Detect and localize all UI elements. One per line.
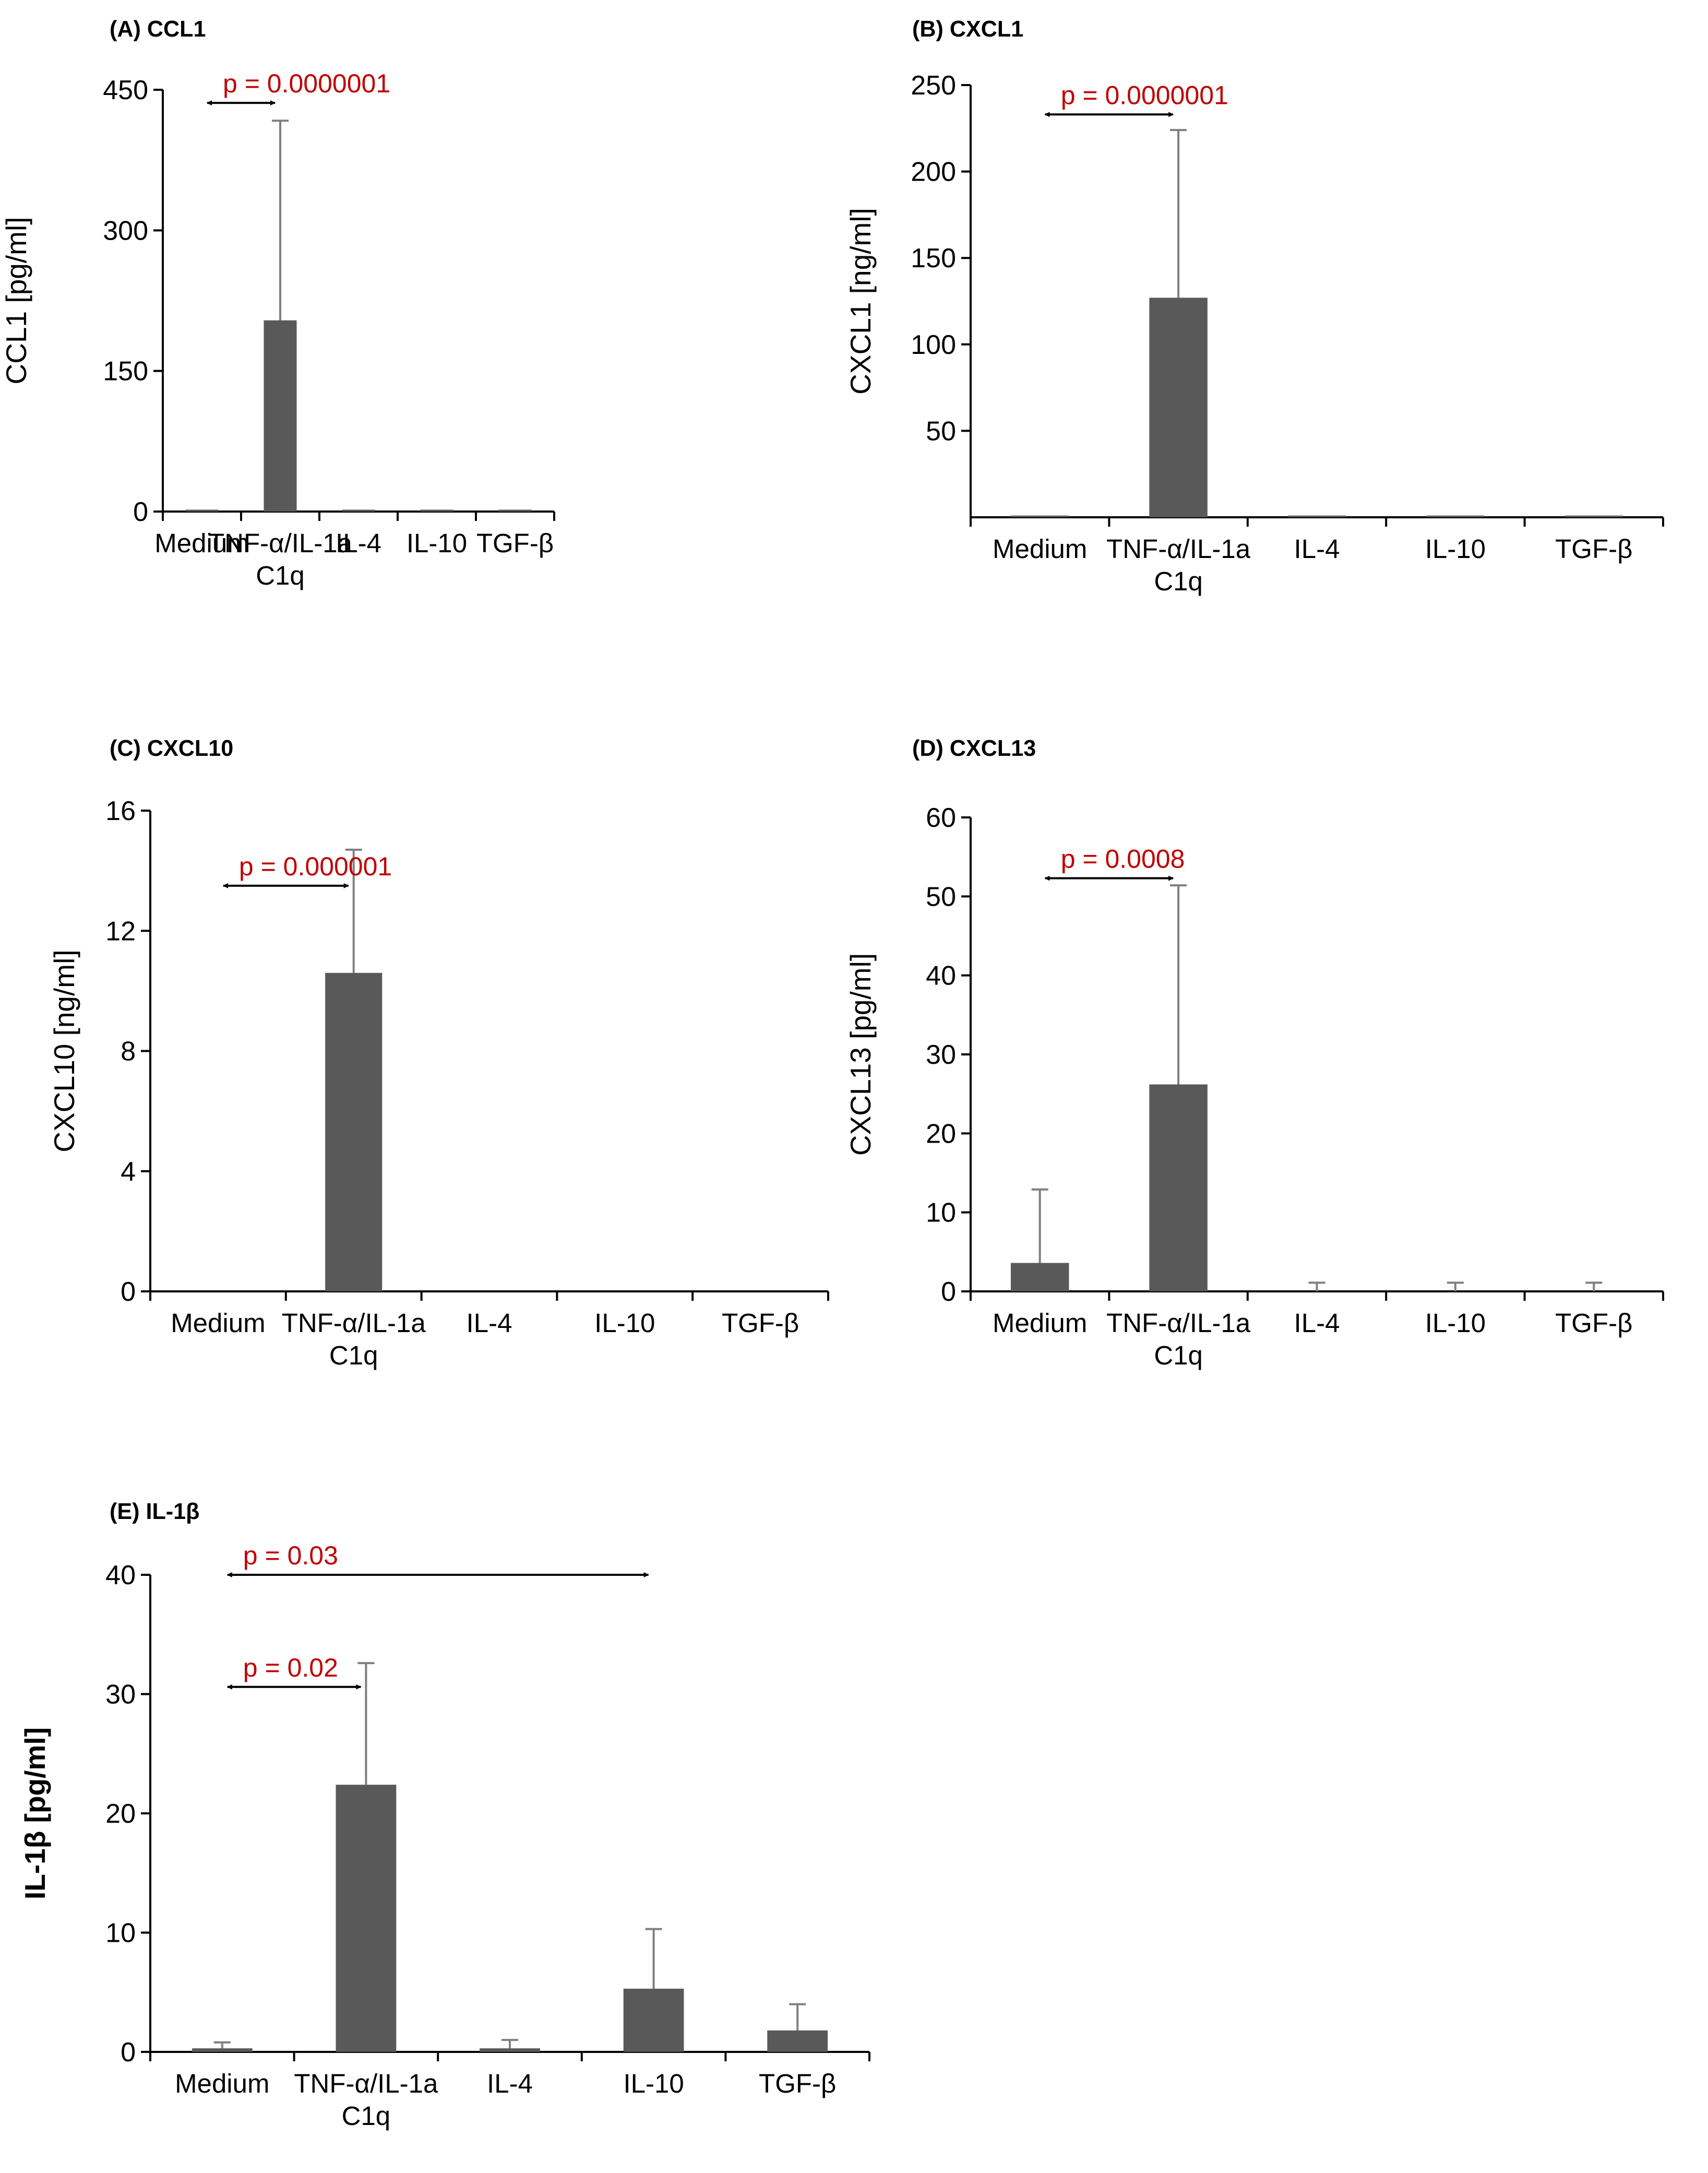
y-tick-label: 0 bbox=[941, 1277, 956, 1307]
x-tick-label: IL-4 bbox=[467, 1308, 512, 1338]
p-value-label-1: p = 0.03 bbox=[243, 1541, 338, 1570]
x-tick-label: Medium bbox=[175, 2069, 269, 2098]
y-tick-label: 20 bbox=[926, 1119, 956, 1149]
y-tick-label: 0 bbox=[121, 2037, 136, 2068]
bar-3 bbox=[420, 509, 453, 512]
y-tick-label: 200 bbox=[911, 157, 956, 187]
panel-e: (E) IL-1β 0 10 20 30 40 Medium TNF-α/IL-1a C1q IL… bbox=[19, 1499, 870, 2131]
x-tick-label: Medium bbox=[154, 528, 249, 558]
x-tick-label: TGF-β bbox=[759, 2069, 836, 2098]
y-tick-label: 4 bbox=[121, 1157, 136, 1187]
x-tick-label: Medium bbox=[171, 1308, 265, 1338]
bar-0 bbox=[192, 2048, 253, 2052]
panel-d: (D) CXCL13 0 10 20 30 40 50 60 Medium TNF-α/IL-1a… bbox=[844, 736, 1664, 1370]
x-tick-label: IL-10 bbox=[623, 2069, 684, 2098]
bar-3 bbox=[1426, 515, 1485, 517]
x-tick-label: C1q bbox=[329, 1340, 378, 1370]
y-axis-label: IL-1β [pg/ml] bbox=[19, 1727, 51, 1899]
bar-3 bbox=[623, 1988, 684, 2052]
panel-b: (B) CXCL1 50 100 150 200 250 Medium TNF-α/IL-1a… bbox=[844, 17, 1664, 596]
x-tick-label: C1q bbox=[1154, 566, 1203, 596]
y-tick-label: 8 bbox=[121, 1037, 136, 1067]
x-tick-label: IL-10 bbox=[1425, 534, 1486, 564]
bar-4 bbox=[767, 2030, 828, 2052]
y-tick-label: 450 bbox=[103, 75, 148, 105]
y-axis-label: CXCL13 [pg/ml] bbox=[844, 953, 877, 1156]
y-tick-label: 10 bbox=[105, 1918, 136, 1949]
p-value-label-0: p = 0.0008 bbox=[1061, 845, 1185, 874]
bar-1 bbox=[336, 1785, 397, 2052]
y-tick-label: 20 bbox=[105, 1799, 136, 1829]
panel-e-title: (E) IL-1β bbox=[110, 1499, 199, 1524]
x-tick-label: TGF-β bbox=[476, 528, 554, 558]
y-tick-label: 150 bbox=[103, 357, 148, 387]
bar-4 bbox=[498, 509, 532, 512]
bar-0 bbox=[185, 509, 219, 512]
bar-2 bbox=[1287, 515, 1346, 517]
y-tick-label: 12 bbox=[105, 916, 136, 946]
x-tick-label: Medium bbox=[993, 1308, 1087, 1338]
bar-1 bbox=[325, 972, 383, 1291]
x-tick-label: IL-4 bbox=[487, 2069, 533, 2098]
x-tick-label: C1q bbox=[256, 561, 305, 590]
p-value-label-0: p = 0.0000001 bbox=[1061, 80, 1228, 110]
y-tick-label: 0 bbox=[121, 1277, 136, 1307]
x-tick-label: C1q bbox=[342, 2101, 391, 2131]
y-tick-label: 0 bbox=[133, 497, 148, 527]
x-tick-label: Medium bbox=[993, 534, 1087, 564]
y-tick-label: 60 bbox=[926, 803, 956, 833]
x-tick-label: TNF-α/IL-1a bbox=[1106, 534, 1251, 564]
x-tick-label: TNF-α/IL-1a bbox=[1106, 1308, 1251, 1338]
x-tick-label: TGF-β bbox=[1555, 534, 1632, 564]
x-tick-label: IL-10 bbox=[407, 528, 467, 558]
bar-2 bbox=[342, 509, 375, 512]
x-tick-label: IL-10 bbox=[1425, 1308, 1486, 1338]
panel-a-title: (A) CCL1 bbox=[110, 17, 206, 42]
y-tick-label: 40 bbox=[926, 961, 956, 991]
bar-2 bbox=[480, 2048, 540, 2052]
x-tick-label: TNF-α/IL-1a bbox=[282, 1308, 426, 1338]
y-tick-label: 10 bbox=[926, 1198, 956, 1228]
p-value-label-0: p = 0.02 bbox=[243, 1653, 338, 1682]
panel-b-title: (B) CXCL1 bbox=[912, 17, 1023, 42]
y-tick-label: 30 bbox=[926, 1040, 956, 1070]
bar-1 bbox=[264, 320, 297, 512]
y-tick-label: 150 bbox=[911, 243, 956, 274]
bar-4 bbox=[1564, 515, 1623, 517]
bar-1 bbox=[1149, 298, 1208, 517]
panel-d-title: (D) CXCL13 bbox=[912, 736, 1036, 761]
y-tick-label: 300 bbox=[103, 216, 148, 246]
x-tick-label: IL-4 bbox=[1294, 1308, 1340, 1338]
y-tick-label: 16 bbox=[105, 796, 136, 826]
bar-0 bbox=[1010, 515, 1069, 517]
x-tick-label: IL-4 bbox=[336, 528, 381, 558]
y-axis-label: CCL1 [pg/ml] bbox=[0, 217, 32, 385]
x-tick-label: TNF-α/IL-1a bbox=[208, 528, 353, 558]
p-value-label-0: p = 0.000001 bbox=[239, 852, 392, 881]
y-tick-label: 40 bbox=[105, 1560, 136, 1590]
y-tick-label: 50 bbox=[926, 882, 956, 912]
x-tick-label: C1q bbox=[1154, 1340, 1203, 1370]
bar-1 bbox=[1149, 1084, 1208, 1291]
y-tick-label: 100 bbox=[911, 330, 956, 360]
x-tick-label: TGF-β bbox=[1555, 1308, 1632, 1338]
y-tick-label: 50 bbox=[926, 416, 956, 446]
y-tick-label: 250 bbox=[911, 70, 956, 101]
panel-c-title: (C) CXCL10 bbox=[110, 736, 233, 761]
x-tick-label: TNF-α/IL-1a bbox=[294, 2069, 438, 2098]
x-tick-label: TGF-β bbox=[722, 1308, 799, 1338]
x-tick-label: IL-4 bbox=[1294, 534, 1340, 564]
y-tick-label: 30 bbox=[105, 1680, 136, 1710]
p-value-label-0: p = 0.0000001 bbox=[223, 69, 390, 98]
x-tick-label: IL-10 bbox=[594, 1308, 655, 1338]
y-axis-label: CXCL1 [ng/ml] bbox=[844, 208, 877, 395]
y-axis-label: CXCL10 [ng/ml] bbox=[48, 949, 80, 1152]
bar-0 bbox=[1010, 1263, 1069, 1291]
